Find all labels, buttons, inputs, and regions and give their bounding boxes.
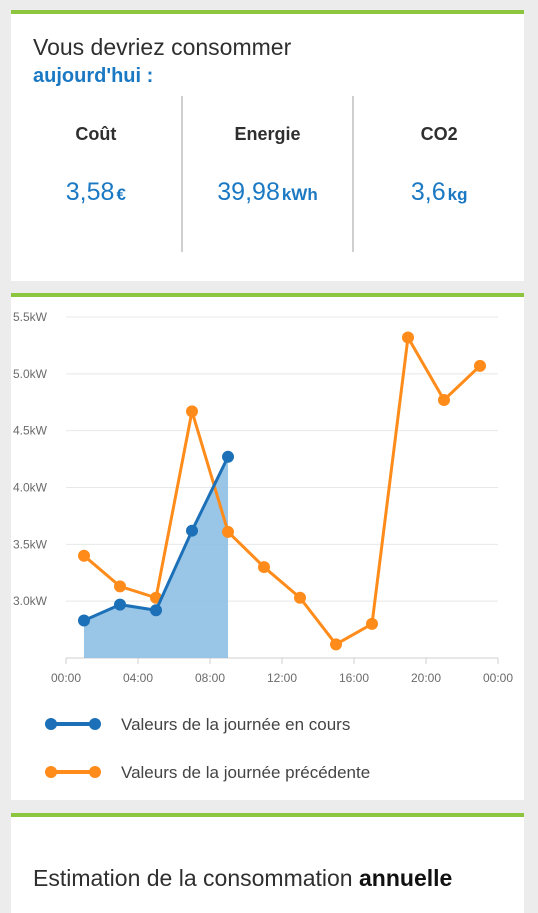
headline-text: Vous devriez consommer xyxy=(33,34,292,60)
metric-number: 39,98 xyxy=(217,178,280,206)
metric-value: 39,98 kWh xyxy=(183,178,353,207)
metrics-row: Coût 3,58 € Energie 39,98 kWh CO2 3,6 kg xyxy=(11,96,524,252)
y-tick-label: 4.0kW xyxy=(13,481,48,495)
metric-number: 3,6 xyxy=(410,178,446,206)
today-consumption-card: Vous devriez consommer aujourd'hui : Coû… xyxy=(11,10,524,281)
metric-label: CO2 xyxy=(420,124,458,144)
series-area xyxy=(84,456,228,658)
data-point xyxy=(78,614,90,627)
data-point xyxy=(438,393,450,406)
x-tick-label: 08:00 xyxy=(195,671,225,685)
metric-unit: kWh xyxy=(281,185,318,204)
data-point xyxy=(150,604,162,617)
y-tick-label: 4.5kW xyxy=(13,424,48,438)
legend-label: Valeurs de la journée en cours xyxy=(121,715,351,734)
headline-highlight: aujourd'hui xyxy=(33,65,142,87)
metric-unit: kg xyxy=(447,185,468,204)
data-point xyxy=(186,524,198,537)
legend-item-current-day[interactable]: Valeurs de la journée en cours xyxy=(43,709,493,739)
legend-swatch-previous-day xyxy=(45,766,101,778)
y-tick-label: 3.5kW xyxy=(13,537,48,551)
data-point xyxy=(222,525,234,538)
y-tick-label: 5.0kW xyxy=(13,367,48,381)
metric-unit: € xyxy=(116,185,126,204)
annual-text: Estimation de la consommation xyxy=(33,865,359,891)
today-headline: Vous devriez consommer aujourd'hui : xyxy=(33,34,291,90)
metric-number: 3,58 xyxy=(65,178,115,206)
data-point xyxy=(222,450,234,463)
x-tick-label: 00:00 xyxy=(483,671,513,685)
y-tick-label: 3.0kW xyxy=(13,594,48,608)
data-point xyxy=(78,549,90,562)
legend-item-previous-day[interactable]: Valeurs de la journée précédente xyxy=(43,757,493,787)
annual-estimate-title: Estimation de la consommation annuelle xyxy=(33,865,452,892)
metric-co2: CO2 3,6 kg xyxy=(352,96,524,252)
metric-cost: Coût 3,58 € xyxy=(11,96,181,252)
x-tick-label: 16:00 xyxy=(339,671,369,685)
data-point xyxy=(186,405,198,418)
x-tick-label: 20:00 xyxy=(411,671,441,685)
legend-swatch-current-day xyxy=(45,718,101,730)
series-line xyxy=(83,335,482,646)
y-tick-label: 5.5kW xyxy=(13,310,48,324)
data-point xyxy=(474,359,486,372)
data-point xyxy=(114,598,126,611)
data-point xyxy=(258,561,270,574)
data-point xyxy=(294,591,306,604)
metric-energy: Energie 39,98 kWh xyxy=(180,96,353,252)
metric-label: Coût xyxy=(75,124,117,144)
data-point xyxy=(366,617,378,630)
headline-suffix: : xyxy=(141,65,154,87)
metric-value: 3,58 € xyxy=(11,178,181,207)
legend-label: Valeurs de la journée précédente xyxy=(121,763,371,782)
metric-value: 3,6 kg xyxy=(354,178,524,207)
power-chart: 3.0kW 3.5kW 4.0kW 4.5kW 5.0kW 5.5kW 00:00 04:00… xyxy=(13,310,513,685)
power-chart-card: 3.0kW 3.5kW 4.0kW 4.5kW 5.0kW 5.5kW 00:00 04:00… xyxy=(11,293,524,800)
annual-bold: annuelle xyxy=(359,865,453,891)
x-tick-label: 12:00 xyxy=(267,671,297,685)
metric-label: Energie xyxy=(234,124,301,144)
x-tick-label: 04:00 xyxy=(123,671,153,685)
x-tick-label: 00:00 xyxy=(51,671,81,685)
data-point xyxy=(114,580,126,593)
annual-estimate-card: Estimation de la consommation annuelle xyxy=(11,813,524,913)
data-point xyxy=(330,638,342,651)
data-point xyxy=(402,331,414,344)
